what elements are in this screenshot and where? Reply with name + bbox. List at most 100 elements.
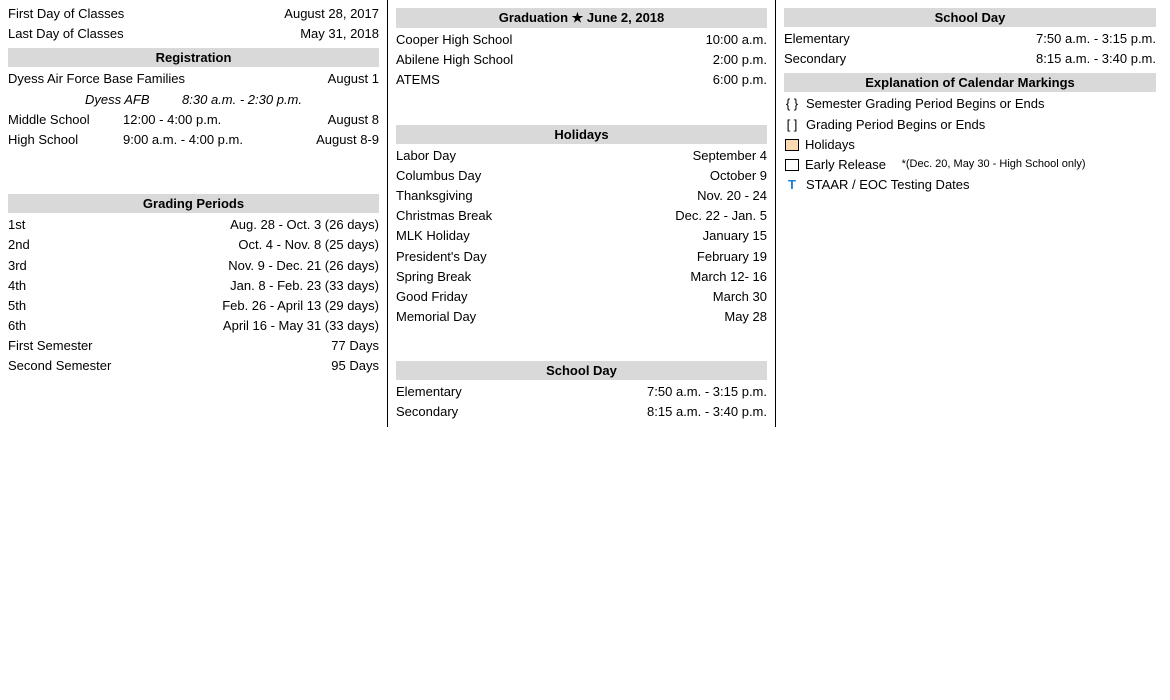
value: March 12- 16 bbox=[690, 268, 767, 286]
label: Secondary bbox=[784, 50, 846, 68]
holiday-row: Good Friday March 30 bbox=[396, 287, 767, 307]
label: MLK Holiday bbox=[396, 227, 470, 245]
value: 95 Days bbox=[331, 357, 379, 375]
schoolday-section-2: Elementary7:50 a.m. - 3:15 p.m.Secondary… bbox=[396, 382, 767, 422]
value: August 1 bbox=[328, 70, 379, 88]
grading-section: 1stAug. 28 - Oct. 3 (26 days)2ndOct. 4 -… bbox=[8, 215, 379, 377]
label: Middle School bbox=[8, 111, 123, 129]
label: 5th bbox=[8, 297, 26, 315]
first-day-row: First Day of Classes August 28, 2017 bbox=[8, 4, 379, 24]
label: Elementary bbox=[396, 383, 462, 401]
grading-row: Second Semester95 Days bbox=[8, 356, 379, 376]
label: Good Friday bbox=[396, 288, 468, 306]
holiday-row: MLK HolidayJanuary 15 bbox=[396, 226, 767, 246]
graduation-row: ATEMS 6:00 p.m. bbox=[396, 70, 767, 90]
value: 7:50 a.m. - 3:15 p.m. bbox=[647, 383, 767, 401]
text: STAAR / EOC Testing Dates bbox=[806, 176, 970, 194]
value: May 28 bbox=[724, 308, 767, 326]
last-day-row: Last Day of Classes May 31, 2018 bbox=[8, 24, 379, 44]
value: September 4 bbox=[693, 147, 767, 165]
symbol: [ ] bbox=[784, 116, 800, 134]
legend-grading: [ ] Grading Period Begins or Ends bbox=[784, 115, 1156, 135]
holiday-row: Labor Day September 4 bbox=[396, 146, 767, 166]
holidays-header: Holidays bbox=[396, 125, 767, 144]
early-box-icon bbox=[785, 159, 799, 171]
grading-row: 2ndOct. 4 - Nov. 8 (25 days) bbox=[8, 235, 379, 255]
label: 4th bbox=[8, 277, 26, 295]
label: Labor Day bbox=[396, 147, 456, 165]
label: Secondary bbox=[396, 403, 458, 421]
registration-header: Registration bbox=[8, 48, 379, 67]
label: Abilene High School bbox=[396, 51, 513, 69]
value: May 31, 2018 bbox=[300, 25, 379, 43]
value: 10:00 a.m. bbox=[706, 31, 767, 49]
value: 8:15 a.m. - 3:40 p.m. bbox=[647, 403, 767, 421]
label: Memorial Day bbox=[396, 308, 476, 326]
date: August 8 bbox=[328, 111, 379, 129]
schoolday-row: Secondary8:15 a.m. - 3:40 p.m. bbox=[784, 49, 1156, 69]
schoolday-header-3: School Day bbox=[784, 8, 1156, 27]
legend-semester: { } Semester Grading Period Begins or En… bbox=[784, 94, 1156, 114]
registration-section: Dyess Air Force Base Families August 1 D… bbox=[8, 69, 379, 150]
note: *(Dec. 20, May 30 - High School only) bbox=[902, 157, 1086, 172]
high-school-row: High School 9:00 a.m. - 4:00 p.m. August… bbox=[8, 130, 379, 150]
grading-row: 4th Jan. 8 - Feb. 23 (33 days) bbox=[8, 276, 379, 296]
label: 2nd bbox=[8, 236, 30, 254]
label: 3rd bbox=[8, 257, 27, 275]
label: Columbus Day bbox=[396, 167, 481, 185]
middle-school-row: Middle School 12:00 - 4:00 p.m. August 8 bbox=[8, 110, 379, 130]
text: Grading Period Begins or Ends bbox=[806, 116, 985, 134]
label: Last Day of Classes bbox=[8, 25, 124, 43]
label: First Semester bbox=[8, 337, 93, 355]
graduation-row: Abilene High School 2:00 p.m. bbox=[396, 50, 767, 70]
holidays-section: Labor Day September 4 Columbus Day October … bbox=[396, 146, 767, 328]
label: ATEMS bbox=[396, 71, 440, 89]
value: 7:50 a.m. - 3:15 p.m. bbox=[1036, 30, 1156, 48]
value: Aug. 28 - Oct. 3 (26 days) bbox=[230, 216, 379, 234]
value: April 16 - May 31 (33 days) bbox=[223, 317, 379, 335]
column-right: School Day Elementary 7:50 a.m. - 3:15 p.… bbox=[776, 0, 1164, 427]
holiday-row: President's DayFebruary 19 bbox=[396, 247, 767, 267]
label: Spring Break bbox=[396, 268, 471, 286]
label: Cooper High School bbox=[396, 31, 512, 49]
schoolday-row: Secondary 8:15 a.m. - 3:40 p.m. bbox=[396, 402, 767, 422]
graduation-header: Graduation ★ June 2, 2018 bbox=[396, 8, 767, 28]
value: Jan. 8 - Feb. 23 (33 days) bbox=[230, 277, 379, 295]
holiday-row: Christmas Break Dec. 22 - Jan. 5 bbox=[396, 206, 767, 226]
grading-row: 3rdNov. 9 - Dec. 21 (26 days) bbox=[8, 256, 379, 276]
holiday-row: Spring Break March 12- 16 bbox=[396, 267, 767, 287]
schoolday-row: Elementary 7:50 a.m. - 3:15 p.m. bbox=[784, 29, 1156, 49]
label: Elementary bbox=[784, 30, 850, 48]
grading-row: First Semester 77 Days bbox=[8, 336, 379, 356]
value: 2:00 p.m. bbox=[713, 51, 767, 69]
value: 6:00 p.m. bbox=[713, 71, 767, 89]
column-middle: Graduation ★ June 2, 2018 Cooper High Sc… bbox=[388, 0, 776, 427]
label: Christmas Break bbox=[396, 207, 492, 225]
legend-header: Explanation of Calendar Markings bbox=[784, 73, 1156, 92]
label: Thanksgiving bbox=[396, 187, 473, 205]
legend-holidays: Holidays bbox=[784, 135, 1156, 155]
holiday-row: Thanksgiving Nov. 20 - 24 bbox=[396, 186, 767, 206]
grading-row: 6thApril 16 - May 31 (33 days) bbox=[8, 316, 379, 336]
value: February 19 bbox=[697, 248, 767, 266]
legend-early: Early Release *(Dec. 20, May 30 - High S… bbox=[784, 155, 1156, 175]
value: Nov. 20 - 24 bbox=[697, 187, 767, 205]
symbol: { } bbox=[784, 95, 800, 113]
value: March 30 bbox=[713, 288, 767, 306]
text: Holidays bbox=[805, 136, 855, 154]
schoolday-section-3: Elementary7:50 a.m. - 3:15 p.m.Secondary… bbox=[784, 29, 1156, 69]
legend-staar: T STAAR / EOC Testing Dates bbox=[784, 175, 1156, 195]
note-label: Dyess AFB bbox=[85, 92, 150, 107]
dyess-note-row: Dyess AFB 8:30 a.m. - 2:30 p.m. bbox=[8, 90, 379, 110]
grading-header: Grading Periods bbox=[8, 194, 379, 213]
graduation-row: Cooper High School 10:00 a.m. bbox=[396, 30, 767, 50]
text: Semester Grading Period Begins or Ends bbox=[806, 95, 1044, 113]
value: October 9 bbox=[710, 167, 767, 185]
time: 9:00 a.m. - 4:00 p.m. bbox=[123, 131, 316, 149]
time: 12:00 - 4:00 p.m. bbox=[123, 111, 328, 129]
text: Early Release bbox=[805, 156, 886, 174]
schoolday-header-2: School Day bbox=[396, 361, 767, 380]
grading-row: 1stAug. 28 - Oct. 3 (26 days) bbox=[8, 215, 379, 235]
value: Dec. 22 - Jan. 5 bbox=[675, 207, 767, 225]
value: 77 Days bbox=[331, 337, 379, 355]
